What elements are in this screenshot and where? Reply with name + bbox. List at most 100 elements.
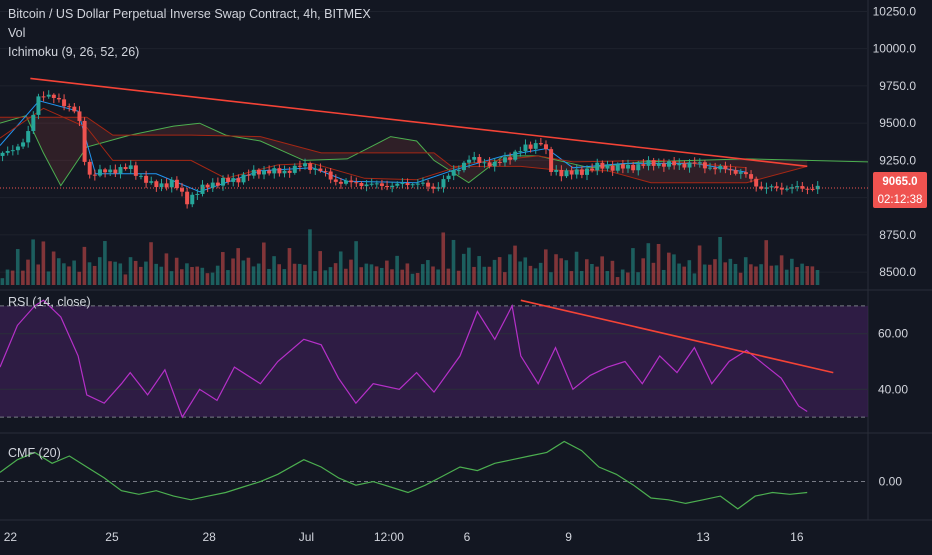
candle-body [272,168,277,174]
candle-body [610,165,615,171]
volume-bar [174,257,179,285]
volume-bar [431,266,435,285]
volume-bar [790,258,794,285]
candle-body [779,187,784,190]
candle-body [21,142,26,147]
candle-body [631,164,636,171]
volume-bar [272,256,276,285]
candle-body [667,161,672,167]
volume-bar [646,243,651,285]
volume-bar [169,271,174,285]
ichimoku-leading-span-a [0,115,869,187]
candle-body [559,169,564,177]
candle-body [441,179,446,188]
candle-body [461,162,466,171]
volume-bar [10,270,15,285]
price-tick-label: 8750.0 [879,228,916,242]
volume-bar [221,252,225,285]
price-tick-label: 10250.0 [873,4,917,18]
volume-bar [308,229,312,285]
candle-body [713,167,718,170]
candle-body [410,184,415,186]
volume-bar [564,260,569,285]
candle-body [92,174,97,176]
candle-body [123,167,128,170]
candle-body [72,106,77,112]
rsi-trendline [520,299,834,374]
candle-body [692,162,697,164]
cmf-legend[interactable]: CMF (20) [8,446,61,460]
candle-body [533,143,538,149]
volume-bar [123,274,128,285]
candle-body [702,162,707,169]
volume-bar [195,266,199,285]
candle-body [815,185,820,190]
volume-bar [508,254,512,285]
candle-body [764,187,769,189]
volume-bar [323,270,328,285]
candle-body [262,170,267,175]
candle-body [174,179,179,189]
candle-body [405,183,410,186]
candle-body [333,179,338,182]
candle-body [82,120,87,162]
volume-bar [241,260,246,285]
candle-body [138,175,143,177]
candle-body [626,164,631,169]
volume-bar [144,261,148,285]
volume-bar [344,268,348,285]
volume-bar [226,270,230,285]
volume-bar [26,259,30,285]
candle-body [564,170,569,177]
cmf-axis[interactable]: 0.00 [879,475,903,489]
volume-bar [672,254,676,285]
rsi-tick-label: 40.00 [878,382,908,396]
candle-body [359,183,364,187]
candle-body [205,184,210,188]
candle-body [784,188,789,190]
candle-body [677,163,682,166]
candle-body [221,177,226,186]
candle-body [390,185,395,188]
volume-bar [651,262,656,285]
volume-bar [543,249,548,285]
candle-body [795,186,800,188]
candle-body [672,161,677,166]
volume-bar [97,257,102,285]
volume-bar [267,268,271,285]
ichimoku-legend[interactable]: Ichimoku (9, 26, 52, 26) [8,45,139,59]
price-trendline[interactable] [30,77,808,168]
volume-bar [641,258,645,285]
volume-bar [477,256,481,285]
volume-bar [538,262,543,285]
rsi-legend[interactable]: RSI (14, close) [8,295,91,309]
volume-bar [759,264,763,285]
candle-body [31,114,36,132]
symbol-title[interactable]: Bitcoin / US Dollar Perpetual Inverse Sw… [8,7,371,21]
candle-body [344,180,349,184]
volume-bar [805,266,810,285]
volume-bar [313,271,317,285]
candle-body [651,160,656,166]
candle-body [303,163,308,167]
volume-bar [41,241,46,285]
candle-body [256,169,261,175]
volume-bar [154,263,158,285]
candle-body [190,194,195,205]
volume-bar [200,267,205,285]
volume-bar [51,251,56,285]
volume-bar [600,256,604,285]
candle-body [231,178,236,182]
candle-body [5,150,10,153]
vol-legend[interactable]: Vol [8,26,25,40]
price-tick-label: 9500.0 [879,116,916,130]
rsi-band-fill [0,305,868,418]
volume-bar [626,272,630,285]
volume-bar [359,267,364,285]
rsi-axis[interactable]: 60.00 40.00 [878,327,908,397]
time-axis[interactable]: 22 25 28 Jul 12:00 6 9 13 16 [4,530,804,544]
time-tick-label: 16 [790,530,804,544]
volume-bar [164,253,169,285]
volume-bar [328,267,333,285]
